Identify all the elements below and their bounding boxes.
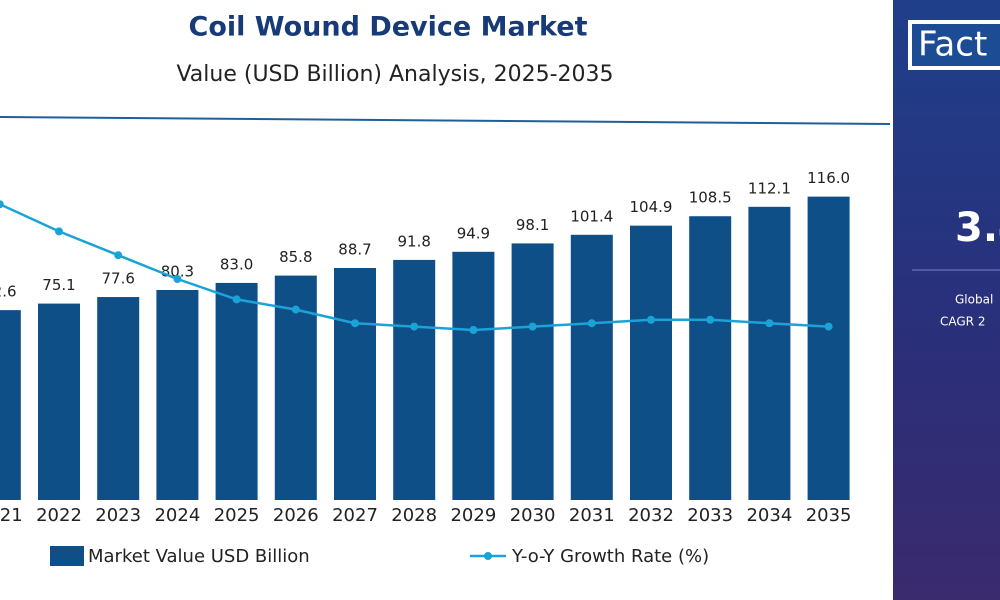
brand: Fact <box>918 25 987 65</box>
x-tick-label: 2028 <box>391 505 437 526</box>
value-label: 112.1 <box>748 179 791 197</box>
x-tick-label: 2026 <box>273 505 319 526</box>
chart-title: Coil Wound Device Market <box>189 12 588 43</box>
growth-point <box>587 319 596 328</box>
value-label: 98.1 <box>516 216 549 234</box>
growth-point <box>55 227 63 236</box>
x-tick-label: 2029 <box>450 505 496 526</box>
growth-point <box>0 200 4 209</box>
value-label: 75.1 <box>42 276 75 294</box>
bar <box>215 282 258 500</box>
x-tick-label: 2030 <box>510 505 556 526</box>
bar <box>570 234 613 501</box>
growth-point <box>410 322 419 331</box>
x-tick-label: 2031 <box>569 505 615 526</box>
growth-point <box>647 315 655 324</box>
value-label: 72.6 <box>0 283 17 301</box>
bar <box>334 268 376 500</box>
value-label: 94.9 <box>457 224 490 242</box>
growth-point <box>351 319 359 328</box>
bar <box>748 206 791 501</box>
value-label: 77.6 <box>101 270 134 288</box>
bar <box>452 251 495 500</box>
x-tick-label: 2027 <box>332 505 378 526</box>
growth-point <box>114 251 123 260</box>
side-panel <box>893 0 1000 600</box>
x-tick-label: 2035 <box>806 505 852 526</box>
growth-point <box>232 295 241 304</box>
value-label: 91.8 <box>397 232 430 250</box>
legend-label: Y-o-Y Growth Rate (%) <box>511 546 709 567</box>
x-tick-label: 2022 <box>36 505 82 526</box>
growth-point <box>528 322 537 331</box>
panel-label: CAGR 2 <box>940 315 985 329</box>
bar <box>38 303 80 500</box>
value-label: 88.7 <box>338 241 371 259</box>
bar <box>807 196 850 500</box>
x-tick-label: 2021 <box>0 505 23 526</box>
header-rule <box>0 116 891 125</box>
bar <box>97 297 140 500</box>
growth-point <box>706 315 715 324</box>
growth-point <box>291 305 300 314</box>
bar <box>689 216 732 500</box>
growth-point <box>469 326 478 334</box>
bar <box>511 243 554 500</box>
brand-inner <box>912 24 1000 66</box>
x-tick-label: 2025 <box>214 505 260 526</box>
value-label: 108.5 <box>689 189 732 207</box>
legend-label: Market Value USD Billion <box>88 546 310 567</box>
x-tick-label: 2034 <box>746 505 792 526</box>
legend-swatch <box>50 546 84 566</box>
bar <box>0 310 21 500</box>
value-label: 85.8 <box>279 248 312 266</box>
cagr-value: 3.4 <box>955 205 1000 251</box>
bar <box>393 259 436 500</box>
value-label: 83.0 <box>220 255 253 273</box>
x-tick-label: 2023 <box>95 505 141 526</box>
panel-label: Global <box>955 293 993 307</box>
legend-swatch <box>484 552 492 560</box>
value-label: 104.9 <box>630 198 673 216</box>
bar <box>630 225 672 500</box>
chart-subtitle: Value (USD Billion) Analysis, 2025-2035 <box>176 62 613 87</box>
x-tick-label: 2033 <box>687 505 733 526</box>
x-tick-label: 2024 <box>154 505 200 526</box>
growth-point <box>824 322 833 331</box>
value-label: 116.0 <box>807 169 850 187</box>
value-label: 101.4 <box>570 207 613 225</box>
growth-point <box>765 319 774 328</box>
x-tick-label: 2032 <box>628 505 674 526</box>
bar <box>156 289 199 500</box>
growth-point <box>173 275 182 283</box>
